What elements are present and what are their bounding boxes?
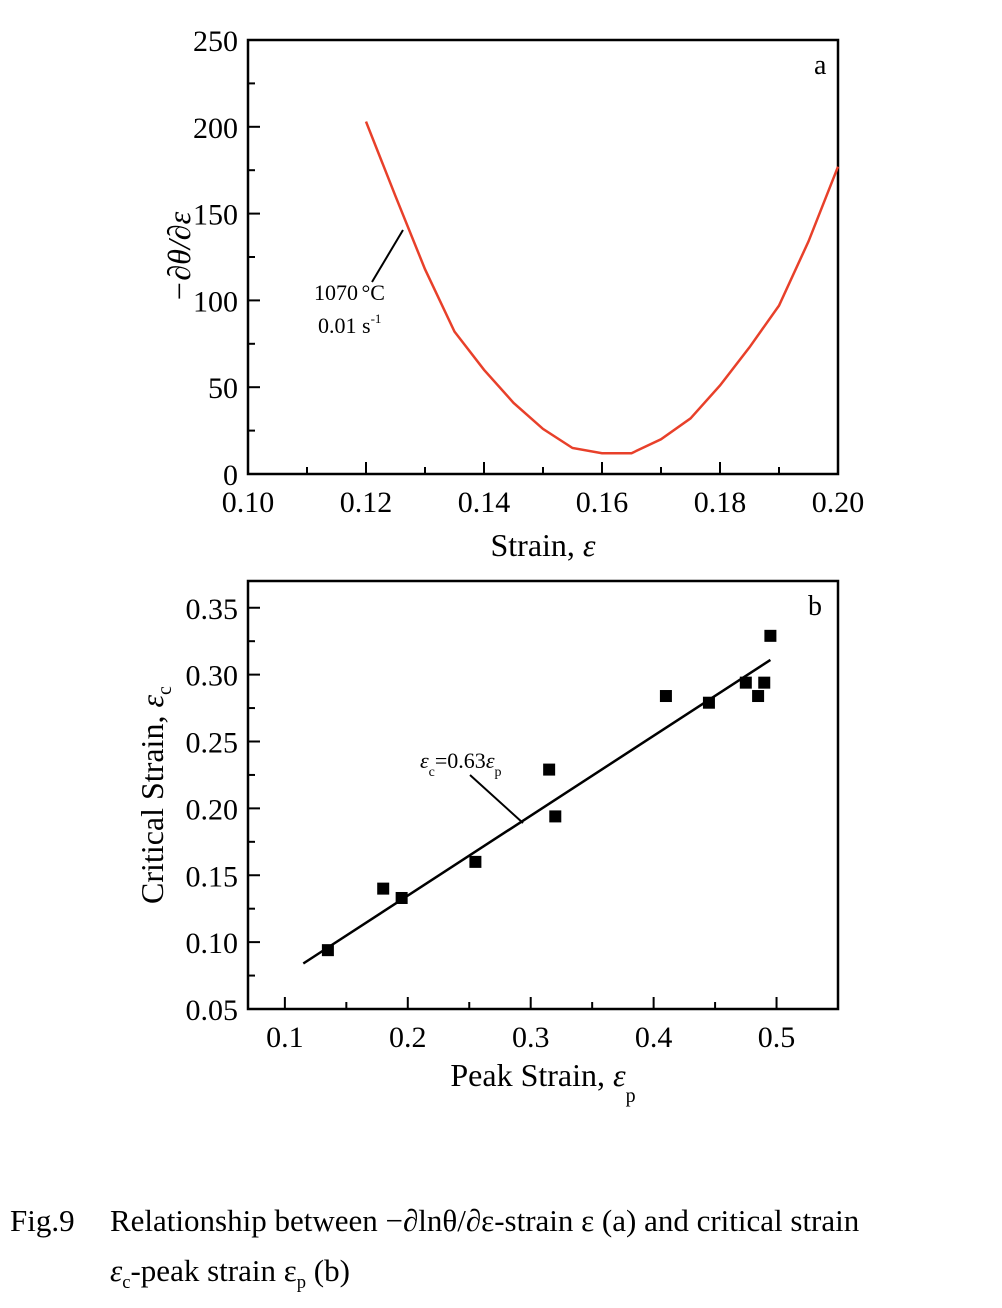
x-tick-label: 0.4 xyxy=(635,1021,673,1054)
fit-equation-rhs: =0.63 xyxy=(435,748,486,773)
caption-line-2-mid: -peak strain ε xyxy=(130,1253,297,1288)
x-tick-label: 0.10 xyxy=(222,486,275,519)
scatter-point xyxy=(758,676,771,689)
fit-equation-rhs-sub: p xyxy=(494,765,501,780)
fit-equation-lhs-sub: c xyxy=(429,765,435,780)
x-tick-label: 0.18 xyxy=(694,486,747,519)
x-tick-label: 0.5 xyxy=(758,1021,796,1054)
y-axis-label-b: Critical Strain, εc xyxy=(134,686,176,904)
scatter-point xyxy=(395,891,408,904)
scatter-points-b xyxy=(321,629,777,957)
x-axis-label-a-text: Strain, xyxy=(490,527,582,563)
x-ticks-b: 0.1 0.2 0.3 0.4 0.5 xyxy=(266,997,795,1054)
caption-sub-1: c xyxy=(122,1272,131,1294)
scatter-point xyxy=(752,690,765,703)
x-tick-label: 0.20 xyxy=(812,486,865,519)
annotation-temperature-unit: °C xyxy=(362,280,385,305)
annotation-temperature: 1070 °C xyxy=(314,280,385,305)
scatter-point xyxy=(377,882,390,895)
caption-line-2-end: (b) xyxy=(306,1253,350,1288)
fit-equation-label: εc=0.63εp xyxy=(420,748,501,780)
y-axis-label-b-sub: c xyxy=(154,686,176,695)
y-ticks-b: 0.05 0.10 0.15 0.20 0.25 0.30 0.35 xyxy=(186,593,260,1027)
y-tick-label: 0 xyxy=(223,459,238,492)
y-axis-label-b-text: Critical Strain, xyxy=(134,708,170,904)
y-tick-label: 0.15 xyxy=(186,860,239,893)
caption-line-1: Relationship between −∂lnθ/∂ε-strain ε (… xyxy=(110,1203,860,1238)
annotation-strain-rate-exp: -1 xyxy=(371,311,382,326)
chart-panel-b: 0.1 0.2 0.3 0.4 0.5 0.05 0.10 0.15 0.20 0.25 0.30… xyxy=(134,579,840,1107)
chart-panel-a: 0.10 0.12 0.14 0.16 0.18 0.20 0 50 100 150 200 250… xyxy=(161,25,864,563)
panel-label-b: b xyxy=(808,591,822,622)
x-tick-label: 0.3 xyxy=(512,1021,550,1054)
y-tick-label: 0.05 xyxy=(186,994,239,1027)
caption-symbol-1: ε xyxy=(110,1253,123,1288)
fit-equation-rhs-symbol: ε xyxy=(486,748,495,773)
scatter-point xyxy=(469,855,482,868)
y-tick-label: 0.25 xyxy=(186,727,239,760)
caption-sub-2: p xyxy=(296,1272,307,1294)
x-tick-label: 0.12 xyxy=(340,486,393,519)
y-tick-label: 100 xyxy=(193,285,238,318)
x-axis-label-a: Strain, ε xyxy=(490,527,595,563)
caption-number: Fig.9 xyxy=(10,1203,75,1238)
y-tick-label: 250 xyxy=(193,25,238,58)
x-axis-label-b-symbol: ε xyxy=(613,1057,626,1093)
x-axis-label-a-symbol: ε xyxy=(583,527,596,563)
x-tick-label: 0.16 xyxy=(576,486,629,519)
y-ticks-a: 0 50 100 150 200 250 xyxy=(193,25,260,492)
annotation-leader-a xyxy=(371,229,404,283)
fit-line-b xyxy=(302,658,772,965)
plot-frame-a xyxy=(246,38,840,476)
annotation-strain-rate-value: 0.01 s xyxy=(318,313,371,338)
figure-caption: Fig.9 Relationship between −∂lnθ/∂ε-strai… xyxy=(10,1196,1000,1308)
y-tick-label: 0.20 xyxy=(186,793,239,826)
scatter-point xyxy=(739,676,752,689)
x-axis-label-b-text: Peak Strain, xyxy=(450,1057,613,1093)
y-tick-label: 50 xyxy=(208,372,238,405)
y-tick-label: 200 xyxy=(193,112,238,145)
scatter-point xyxy=(543,763,556,776)
y-tick-label: 150 xyxy=(193,199,238,232)
x-axis-label-b: Peak Strain, εp xyxy=(450,1057,635,1107)
annotation-temperature-value: 1070 xyxy=(314,280,364,305)
caption-line-2: εc-peak strain εp (b) xyxy=(10,1246,1000,1308)
scatter-point xyxy=(702,696,715,709)
y-axis-label-a: −∂θ/∂ε xyxy=(161,211,197,302)
fit-equation-lhs: ε xyxy=(420,748,429,773)
series-line-a xyxy=(364,121,840,455)
figure: 0.10 0.12 0.14 0.16 0.18 0.20 0 50 100 150 200 250… xyxy=(134,25,864,1107)
scatter-point xyxy=(764,629,777,642)
y-tick-label: 0.30 xyxy=(186,660,239,693)
y-tick-label: 0.10 xyxy=(186,927,239,960)
y-tick-label: 0.35 xyxy=(186,593,239,626)
x-tick-label: 0.1 xyxy=(266,1021,304,1054)
x-ticks-a: 0.10 0.12 0.14 0.16 0.18 0.20 xyxy=(222,462,865,519)
x-tick-label: 0.14 xyxy=(458,486,511,519)
scatter-point xyxy=(659,690,672,703)
y-axis-label-b-symbol: ε xyxy=(134,695,170,708)
annotation-strain-rate: 0.01 s-1 xyxy=(318,311,381,338)
scatter-point xyxy=(549,810,562,823)
x-tick-label: 0.2 xyxy=(389,1021,427,1054)
fit-label-leader xyxy=(469,774,524,824)
plot-frame-b xyxy=(246,579,840,1011)
x-axis-label-b-sub: p xyxy=(626,1085,636,1107)
panel-label-a: a xyxy=(814,50,827,81)
scatter-point xyxy=(321,944,334,957)
